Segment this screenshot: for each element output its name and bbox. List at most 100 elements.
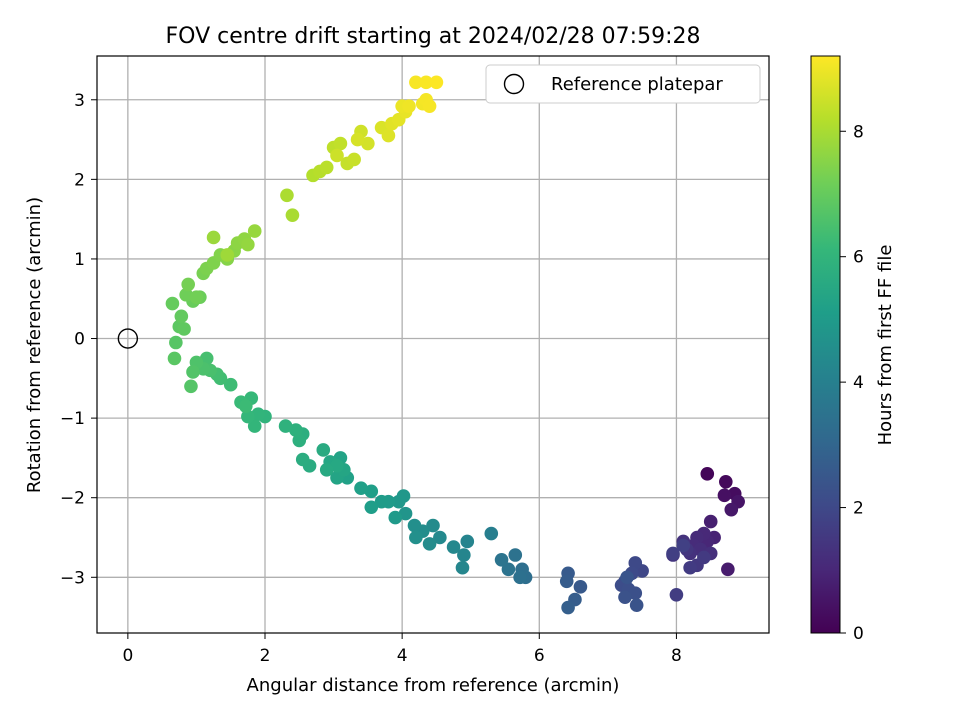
legend-marker-icon — [503, 73, 525, 95]
colorbar-tick-label: 0 — [853, 624, 864, 644]
data-point — [186, 365, 200, 379]
data-point — [206, 230, 221, 245]
data-point — [364, 500, 379, 515]
data-point — [330, 148, 344, 163]
data-point — [364, 484, 379, 499]
data-point — [559, 574, 574, 589]
data-point — [285, 208, 300, 222]
x-axis-ticks: 0 2 4 6 8 — [122, 633, 682, 666]
data-point — [239, 399, 253, 413]
reference-marker — [117, 328, 139, 349]
data-point — [316, 443, 331, 457]
data-point — [433, 530, 447, 545]
data-point — [426, 518, 440, 533]
data-point — [251, 407, 265, 421]
data-point — [409, 75, 423, 90]
y-tick-label: 3 — [74, 91, 85, 111]
colorbar-tick-label: 6 — [853, 248, 864, 268]
data-point — [289, 423, 303, 437]
y-tick-label: 0 — [74, 330, 85, 350]
y-tick-label: 2 — [74, 170, 85, 190]
data-point — [167, 351, 182, 366]
data-point — [513, 570, 527, 585]
y-tick-label: −3 — [60, 568, 85, 588]
colorbar-tick-label: 2 — [853, 499, 864, 519]
colorbar — [810, 55, 841, 634]
chart-title: FOV centre drift starting at 2024/02/28 … — [166, 24, 701, 49]
data-point — [347, 152, 361, 167]
data-point — [398, 506, 413, 521]
data-point — [618, 590, 632, 604]
colorbar-tick-label: 4 — [853, 373, 864, 393]
data-point — [402, 99, 416, 113]
data-point — [422, 99, 437, 113]
data-point — [220, 248, 235, 262]
data-point — [429, 75, 444, 90]
data-point — [381, 128, 396, 143]
data-point — [199, 351, 214, 366]
data-point — [508, 548, 523, 562]
data-point — [278, 419, 293, 433]
legend-entry-reference-platepar: Reference platepar — [551, 74, 723, 95]
data-point — [721, 562, 735, 577]
data-point — [501, 562, 516, 577]
data-point — [319, 463, 334, 477]
y-axis-label: Rotation from reference (arcmin) — [24, 197, 45, 493]
data-point — [697, 550, 711, 565]
data-point — [561, 600, 575, 615]
x-tick-label: 2 — [260, 646, 271, 666]
data-point — [629, 598, 644, 612]
data-point — [669, 587, 684, 602]
data-point — [422, 537, 437, 551]
data-point — [407, 518, 422, 533]
data-point — [683, 560, 697, 575]
data-point — [391, 494, 406, 509]
data-point — [409, 530, 423, 545]
data-point — [719, 474, 733, 489]
grid-lines — [97, 56, 769, 633]
data-point — [241, 409, 255, 424]
data-point — [494, 552, 509, 567]
data-point — [295, 452, 310, 467]
data-point — [179, 287, 193, 302]
plot-area-frame — [96, 55, 770, 634]
data-point — [457, 548, 471, 562]
data-point — [460, 534, 475, 549]
data-point — [177, 322, 191, 336]
data-point — [350, 132, 365, 147]
legend-box — [485, 64, 761, 104]
data-point — [319, 160, 334, 175]
data-point — [446, 540, 461, 554]
data-point — [374, 494, 389, 509]
data-point — [724, 502, 739, 517]
data-point — [241, 237, 255, 252]
x-tick-label: 6 — [534, 646, 545, 666]
data-point — [717, 488, 732, 503]
colorbar-tick-label: 8 — [853, 122, 864, 142]
legend: Reference platepar — [485, 64, 761, 104]
x-tick-label: 4 — [397, 646, 408, 666]
x-axis-label: Angular distance from reference (arcmin) — [247, 675, 620, 696]
data-point — [169, 335, 183, 350]
data-point — [388, 510, 403, 525]
data-point — [174, 309, 189, 324]
data-point — [620, 570, 634, 585]
data-point — [455, 560, 470, 575]
data-point — [189, 290, 204, 304]
data-point — [666, 546, 680, 561]
data-point — [247, 224, 262, 238]
y-tick-label: 1 — [74, 250, 85, 270]
data-point — [703, 514, 718, 529]
colorbar-ticks: 0 2 4 6 8 — [840, 122, 864, 644]
data-point — [280, 188, 294, 203]
data-point — [419, 75, 433, 90]
data-point — [247, 419, 262, 433]
data-point — [573, 580, 588, 594]
x-tick-label: 0 — [122, 646, 133, 666]
data-point — [184, 379, 198, 394]
reference-platepar-point — [117, 328, 139, 349]
data-point — [484, 526, 499, 541]
y-axis-ticks: −3 −2 −1 0 1 2 3 — [60, 91, 97, 588]
